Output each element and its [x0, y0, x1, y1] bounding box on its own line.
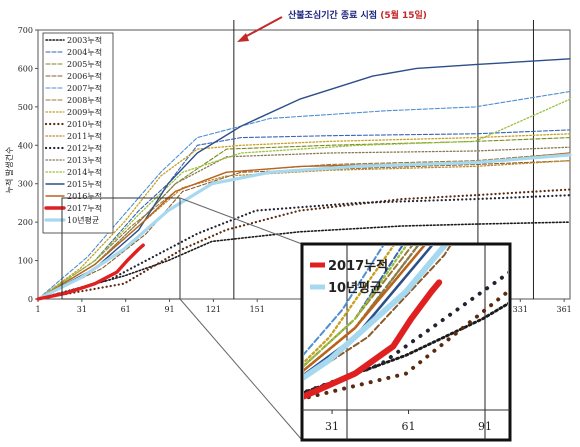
- inset-series-line: [304, 279, 443, 400]
- inset-series-line: [304, 246, 404, 367]
- series-line: [37, 137, 571, 300]
- inset-series-line: [304, 246, 433, 377]
- annotation-arrow: [242, 16, 283, 39]
- inset-series-line: [304, 246, 449, 381]
- series-line: [37, 129, 571, 300]
- inset-ticks: 31 61 91: [325, 410, 492, 433]
- legend-label: 2013누적: [67, 155, 102, 165]
- series-lines: [36, 58, 572, 301]
- zoom-connector: [179, 298, 303, 441]
- inset-series-line: [304, 302, 508, 394]
- y-axis-label: 누적 발생건수: [4, 147, 14, 194]
- legend-label: 2011누적: [67, 131, 102, 141]
- legend-label: 2003누적: [67, 35, 102, 45]
- inset-series-line: [304, 246, 426, 372]
- legend-label: 2017누적: [67, 203, 102, 213]
- legend-label: 2008누적: [67, 95, 102, 105]
- series-line: [37, 221, 571, 300]
- series-line: [36, 153, 572, 301]
- inset-series-line: [304, 246, 408, 368]
- legend-label: 2004누적: [67, 47, 102, 57]
- annotation-text: 산불조심기간 종료 시점: [288, 9, 380, 21]
- inset-series: [304, 246, 508, 401]
- x-tick-label: 361: [557, 305, 572, 314]
- svg-text:산불조심기간 종료 시점 (5월 15일): 산불조심기간 종료 시점 (5월 15일): [288, 9, 427, 21]
- inset-tick-label: 91: [478, 420, 492, 433]
- inset-legend: 2017누적 10년평균: [310, 258, 388, 296]
- zoom-source-box: [61, 197, 181, 300]
- legend-label: 2005누적: [67, 59, 102, 69]
- series-line: [37, 98, 571, 300]
- y-tick-label: 500: [18, 103, 33, 112]
- series-line: [36, 194, 572, 301]
- legend-label: 2007누적: [67, 83, 102, 93]
- zoom-connector: [179, 197, 303, 245]
- y-tick-label: 700: [18, 26, 33, 35]
- annotation-date: (5월 15일): [380, 9, 427, 21]
- x-tick-label: 61: [121, 305, 131, 314]
- series-line: [37, 133, 571, 300]
- annotation-arrowhead: [237, 33, 249, 42]
- x-tick-label: 121: [206, 305, 221, 314]
- x-tick-label: 1: [35, 305, 40, 314]
- y-tick-label: 200: [18, 218, 33, 227]
- x-tick-label: 91: [164, 305, 174, 314]
- y-tick-label: 600: [18, 64, 33, 73]
- inset-zoom: 31 61 91 2017누적 10년평균: [300, 242, 512, 442]
- y-tick-label: 300: [18, 180, 33, 189]
- y-tick-label: 0: [28, 295, 33, 304]
- y-axis: 0 100 200 300 400 500 600 700: [18, 26, 38, 304]
- series-line: [36, 243, 145, 301]
- inset-legend-label: 2017누적: [328, 258, 388, 274]
- y-tick-label: 400: [18, 141, 33, 150]
- legend-label: 2015누적: [67, 179, 102, 189]
- legend-label: 2010누적: [67, 119, 102, 129]
- legend-label: 2009누적: [67, 107, 102, 117]
- inset-tick-label: 31: [325, 420, 339, 433]
- legend-label: 2014누적: [67, 167, 102, 177]
- legend-label: 2016누적: [67, 191, 102, 201]
- x-tick-label: 151: [250, 305, 265, 314]
- x-tick-label: 331: [513, 305, 528, 314]
- series-line: [37, 90, 571, 300]
- series-line: [37, 160, 571, 300]
- annotation: 산불조심기간 종료 시점 (5월 15일): [237, 9, 427, 42]
- x-tick-label: 31: [77, 305, 87, 314]
- series-line: [36, 188, 572, 301]
- legend-box: [42, 32, 114, 234]
- legend-label: 10년평균: [67, 215, 99, 225]
- y-tick-label: 100: [18, 257, 33, 266]
- inset-tick-label: 61: [402, 420, 416, 433]
- series-line: [37, 58, 571, 300]
- inset-series-line: [304, 246, 385, 356]
- legend: 2003누적 2004누적 2005누적 2006누적 2007누적 2008누적 2009…: [44, 35, 102, 225]
- legend-label: 2006누적: [67, 71, 102, 81]
- legend-label: 2012누적: [67, 143, 102, 153]
- inset-series-line: [304, 246, 452, 380]
- inset-legend-label: 10년평균: [328, 280, 382, 296]
